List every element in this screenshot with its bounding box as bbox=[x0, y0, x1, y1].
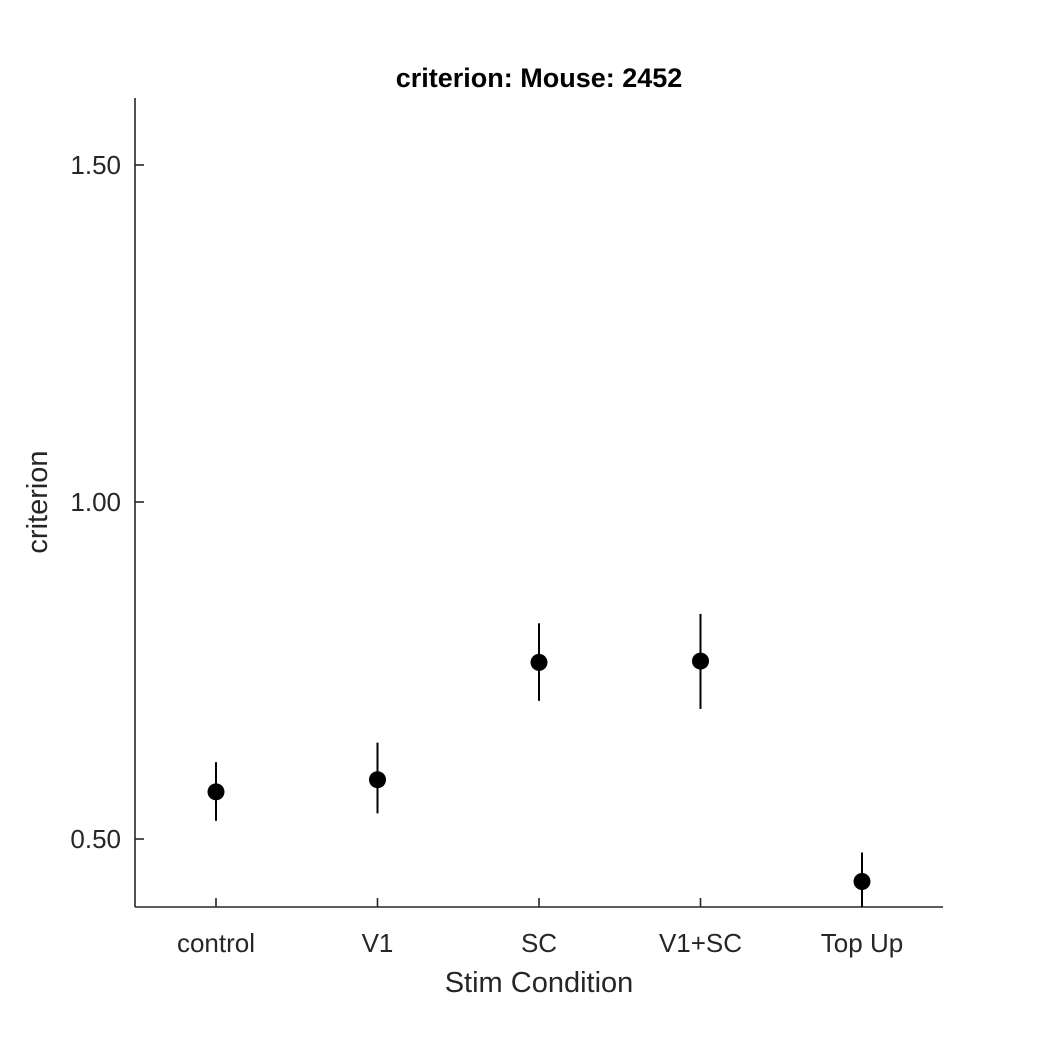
x-tick-label: Top Up bbox=[821, 928, 903, 958]
data-points bbox=[207, 652, 871, 890]
data-point bbox=[692, 652, 709, 670]
y-tick-label: 1.00 bbox=[70, 487, 121, 517]
chart-title: criterion: Mouse: 2452 bbox=[396, 63, 683, 93]
data-point bbox=[530, 653, 548, 671]
y-tick-label: 1.50 bbox=[70, 150, 121, 180]
x-tick-label: control bbox=[177, 928, 255, 958]
x-ticks: control V1 SC V1+SC Top Up bbox=[177, 898, 903, 958]
y-tick-label: 0.50 bbox=[70, 824, 121, 854]
x-tick-label: V1+SC bbox=[659, 928, 742, 958]
y-ticks: 0.50 1.00 1.50 bbox=[70, 150, 144, 854]
x-tick-label: SC bbox=[521, 928, 557, 958]
x-axis-title: Stim Condition bbox=[445, 967, 634, 999]
data-point bbox=[369, 771, 386, 789]
data-point bbox=[207, 783, 225, 801]
x-tick-label: V1 bbox=[362, 928, 394, 958]
data-point bbox=[853, 872, 871, 890]
plot-area: 0.50 1.00 1.50 control V1 SC V1+SC Top Up bbox=[70, 98, 943, 958]
y-axis-title: criterion bbox=[22, 450, 54, 553]
